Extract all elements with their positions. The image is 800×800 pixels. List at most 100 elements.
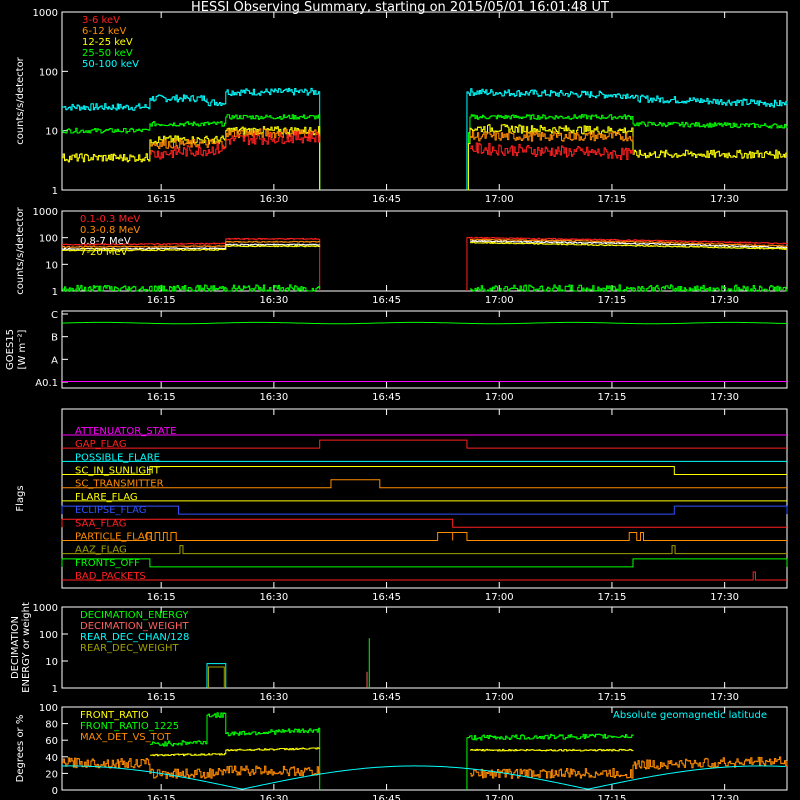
x-tick-label: 17:30 — [710, 692, 739, 703]
y-tick-label: C — [51, 310, 58, 321]
y-tick-label: B — [51, 333, 58, 344]
x-tick-label: 17:30 — [710, 194, 739, 205]
data-series — [208, 666, 225, 688]
x-tick-label: 17:30 — [710, 592, 739, 603]
data-series — [62, 87, 321, 190]
data-series — [469, 131, 634, 142]
legend-entry: 6-12 keV — [82, 26, 126, 37]
flag-label: POSSIBLE_FLARE — [75, 452, 160, 463]
x-tick-label: 16:30 — [259, 592, 288, 603]
y-tick-label: 60 — [45, 736, 58, 747]
legend-entry: 25-50 keV — [82, 48, 133, 59]
data-series — [62, 240, 321, 248]
flag-line — [62, 479, 787, 489]
x-tick-label: 17:00 — [485, 794, 514, 800]
y-tick-label: 10 — [45, 657, 58, 668]
legend-entry: 0.3-0.8 MeV — [80, 225, 140, 236]
flag-label: FRONTS_OFF — [75, 558, 140, 569]
flag-line — [62, 545, 787, 555]
x-tick-label: 17:30 — [710, 392, 739, 403]
flag-line — [62, 571, 787, 581]
x-tick-label: 16:15 — [147, 692, 176, 703]
flag-line — [61, 558, 788, 568]
x-tick-label: 17:00 — [485, 692, 514, 703]
y-tick-label: 20 — [45, 769, 58, 780]
flag-label: ECLIPSE_FLAG — [75, 505, 146, 516]
y-tick-label: 100 — [39, 630, 58, 641]
flag-line — [62, 439, 787, 449]
flag-label: SC_TRANSMITTER — [75, 479, 164, 490]
x-tick-label: 16:45 — [372, 194, 401, 205]
y-axis-label: DECIMATION — [10, 616, 21, 679]
panel-frame — [61, 310, 788, 389]
legend-entry: 0.8-7 MeV — [80, 236, 131, 247]
y-axis-label: ENERGY or weight — [21, 602, 32, 693]
data-series — [469, 241, 788, 250]
flag-label: PARTICLE_FLAG — [75, 531, 152, 542]
data-series — [466, 88, 788, 190]
y-tick-label: 40 — [45, 753, 58, 764]
legend-entry: DECIMATION_ENERGY — [80, 610, 189, 621]
y-axis-label: Flags — [15, 485, 26, 511]
y-axis-label: counts/s/detector — [15, 206, 26, 294]
flag-label: AAZ_FLAG — [75, 545, 127, 556]
data-series — [466, 733, 634, 790]
legend-entry: MAX_DET_VS_TOT — [80, 732, 172, 743]
data-series — [469, 284, 788, 292]
x-tick-label: 17:15 — [598, 392, 627, 403]
legend-entry: 7-20 MeV — [80, 247, 128, 258]
x-tick-label: 16:45 — [372, 295, 401, 306]
y-tick-label: 1000 — [33, 603, 58, 614]
x-tick-label: 16:15 — [147, 794, 176, 800]
x-tick-label: 16:45 — [372, 794, 401, 800]
y-tick-label: 10 — [45, 260, 58, 271]
x-tick-label: 16:15 — [147, 592, 176, 603]
x-tick-label: 16:15 — [147, 194, 176, 205]
y-tick-label: 100 — [39, 67, 58, 78]
y-axis-label: counts/s/detector — [15, 56, 26, 144]
y-tick-label: 1000 — [33, 8, 58, 19]
y-tick-label: 80 — [45, 720, 58, 731]
goes-series — [61, 321, 788, 325]
panel-3: A0.1 AB C — [35, 310, 788, 389]
data-series — [466, 124, 788, 191]
y-tick-label: 0 — [52, 786, 58, 797]
legend-entry: 0.1-0.3 MeV — [80, 214, 140, 225]
data-series — [149, 712, 321, 790]
x-tick-label: 17:15 — [598, 194, 627, 205]
x-tick-label: 17:15 — [598, 295, 627, 306]
x-tick-label: 16:45 — [372, 692, 401, 703]
x-tick-label: 16:30 — [259, 194, 288, 205]
x-tick-label: 17:15 — [598, 692, 627, 703]
x-tick-label: 17:00 — [485, 392, 514, 403]
legend-entry: 3-6 keV — [82, 15, 120, 26]
panel-frame — [61, 706, 788, 791]
flag-line — [61, 518, 787, 528]
x-tick-label: 17:00 — [485, 194, 514, 205]
panel-frame — [61, 11, 788, 191]
data-series — [62, 243, 321, 250]
flag-line — [61, 505, 788, 515]
data-series — [149, 128, 321, 150]
panel-4: ATTENUATOR_STATE GAP_FLAG POSSIBLE_FLARE SC… — [61, 426, 788, 582]
x-tick-label: 17:15 — [598, 794, 627, 800]
y-tick-label: 1 — [52, 186, 58, 197]
data-series — [466, 114, 788, 191]
panel-frame — [61, 606, 788, 689]
flag-label: BAD_PACKETS — [75, 571, 146, 582]
flag-label: ATTENUATOR_STATE — [75, 426, 176, 437]
data-series — [469, 756, 788, 779]
data-series — [62, 237, 321, 291]
legend-entry: REAR_DEC_CHAN/128 — [80, 632, 189, 643]
panel-6: 0 20 40 60 80 100 FRONT_RATIOFRONT_RATIO_1225M… — [39, 703, 788, 797]
x-tick-label: 16:30 — [259, 692, 288, 703]
page-title: HESSI Observing Summary, starting on 201… — [191, 0, 609, 15]
flag-label: GAP_FLAG — [75, 439, 127, 450]
legend-entry: Absolute geomagnetic latitude — [613, 710, 767, 721]
x-tick-label: 16:45 — [372, 592, 401, 603]
x-tick-label: 16:15 — [147, 295, 176, 306]
data-series — [206, 663, 227, 688]
flag-label: FLARE_FLAG — [75, 492, 138, 503]
x-tick-label: 16:45 — [372, 392, 401, 403]
